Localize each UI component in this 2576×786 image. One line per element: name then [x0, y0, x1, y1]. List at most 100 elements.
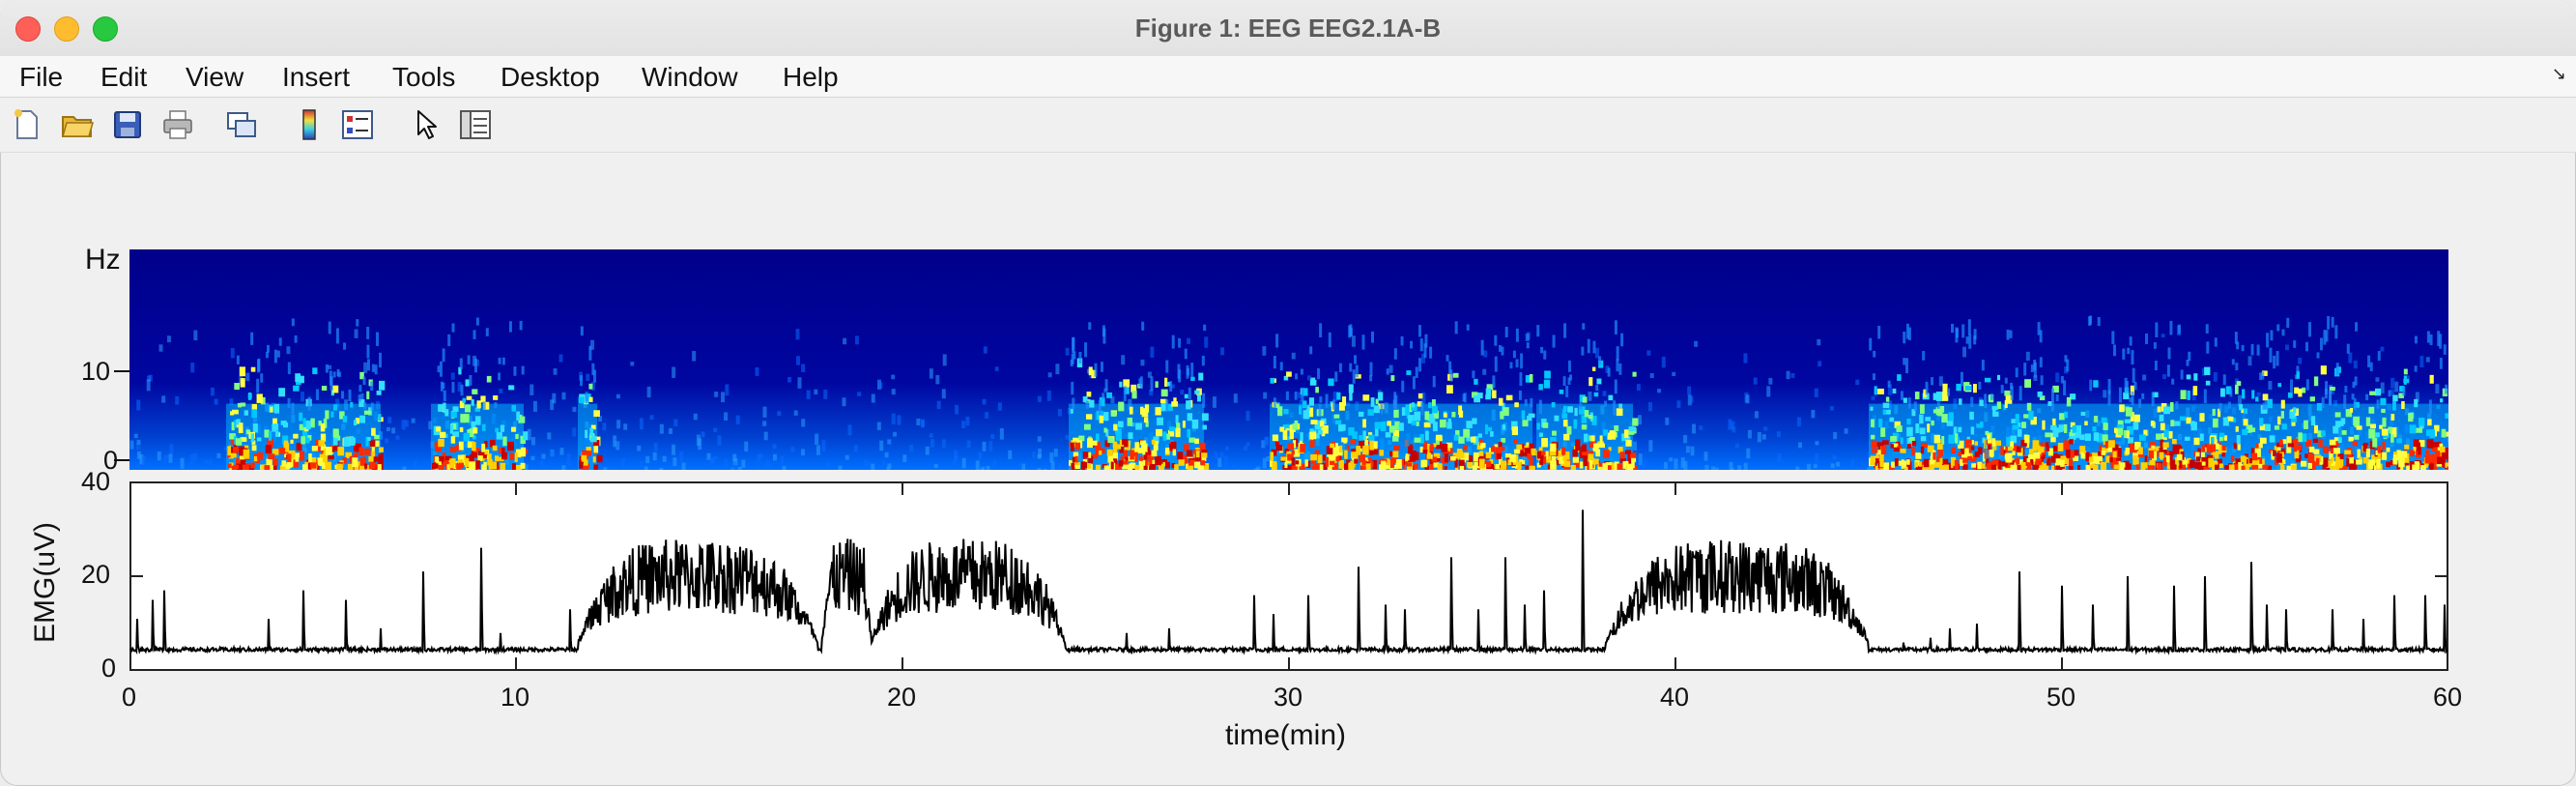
- spectrogram-power-cell: [1080, 461, 1085, 470]
- spectrogram-power-cell: [2029, 449, 2034, 454]
- spectrogram-power-cell: [1390, 375, 1395, 382]
- spectrogram-power-cell: [1976, 423, 1983, 428]
- spectrogram-power-cell: [2367, 355, 2371, 368]
- spectrogram-speckle: [1265, 436, 1270, 446]
- spectrogram-power-cell: [2333, 448, 2340, 454]
- spectrogram-speckle: [1731, 421, 1735, 429]
- spectrogram-power-cell: [1894, 458, 1899, 467]
- spectrogram-power-cell: [465, 379, 470, 387]
- spectrogram-speckle: [363, 362, 368, 374]
- colorbar-icon[interactable]: [292, 107, 327, 142]
- spectrogram-power-cell: [1328, 378, 1334, 387]
- spectrogram-speckle: [2103, 390, 2107, 398]
- print-icon[interactable]: [160, 107, 195, 142]
- spectrogram-power-cell: [498, 357, 501, 364]
- spectrogram-power-cell: [2134, 441, 2141, 451]
- pointer-icon[interactable]: [410, 107, 444, 142]
- spectrogram-speckle: [1050, 461, 1055, 470]
- spectrogram-power-cell: [2117, 448, 2122, 457]
- property-inspector-icon[interactable]: [458, 107, 493, 142]
- save-icon[interactable]: [110, 107, 145, 142]
- spectrogram-speckle: [1388, 364, 1393, 373]
- spectrogram-power-cell: [1511, 421, 1518, 431]
- spectrogram-power-cell: [1072, 397, 1075, 410]
- spectrogram-power-cell: [1567, 377, 1571, 386]
- spectrogram-speckle: [1420, 353, 1425, 364]
- spectrogram-power-cell: [1165, 461, 1170, 469]
- open-file-icon[interactable]: [60, 107, 95, 142]
- spectrogram-speckle: [1815, 441, 1819, 446]
- menu-view[interactable]: View: [186, 62, 244, 92]
- spectrogram-power-cell: [237, 402, 243, 408]
- spectrogram-power-cell: [1556, 450, 1562, 459]
- spectrogram-speckle: [1065, 434, 1070, 440]
- spectrogram-power-cell: [2266, 465, 2273, 470]
- spectrogram-power-cell: [1103, 427, 1107, 433]
- spectrogram-power-cell: [2266, 333, 2270, 348]
- window-title: Figure 1: EEG EEG2.1A-B: [1134, 14, 1442, 43]
- legend-icon[interactable]: [340, 107, 375, 142]
- spectrogram-power-cell: [1356, 446, 1361, 455]
- new-figure-icon[interactable]: [10, 107, 44, 142]
- spectrogram-power-cell: [1282, 430, 1288, 440]
- spectrogram-power-cell: [2037, 391, 2043, 397]
- spectrogram-power-cell: [2325, 330, 2329, 342]
- close-window-button[interactable]: [15, 16, 41, 42]
- spectrogram-power-cell: [2339, 421, 2344, 426]
- spectrogram-power-cell: [1478, 458, 1485, 469]
- spectrogram-speckle: [1332, 392, 1337, 402]
- link-axes-icon[interactable]: [224, 107, 259, 142]
- spectrogram-speckle: [550, 451, 555, 457]
- spectrogram-power-cell: [1292, 422, 1299, 430]
- spectrogram-power-cell: [332, 371, 336, 378]
- spectrogram-speckle: [681, 462, 686, 470]
- spectrogram-speckle: [979, 468, 984, 470]
- spectrogram-power-cell: [1322, 462, 1328, 470]
- spectrogram-speckle: [1807, 463, 1812, 470]
- spectrogram-speckle: [756, 464, 760, 470]
- spectrogram-speckle: [1818, 361, 1822, 367]
- menu-window[interactable]: Window: [642, 62, 738, 92]
- spectrogram-power-cell: [2416, 462, 2420, 469]
- spectrogram-power-cell: [352, 437, 356, 446]
- minimize-window-button[interactable]: [54, 16, 79, 42]
- spectrogram-power-cell: [294, 452, 300, 458]
- spectrogram-power-cell: [2431, 446, 2438, 451]
- spectrogram-speckle: [1704, 464, 1709, 470]
- spectrogram-power-cell: [1970, 426, 1975, 435]
- spectrogram-power-cell: [469, 374, 472, 386]
- spectrogram-power-cell: [1938, 405, 1945, 413]
- menu-insert[interactable]: Insert: [282, 62, 351, 92]
- spectrogram-power-cell: [238, 426, 243, 434]
- spectrogram-speckle: [1832, 454, 1837, 460]
- menu-help[interactable]: Help: [783, 62, 839, 92]
- spectrogram-power-cell: [1314, 450, 1320, 460]
- spectrogram-power-cell: [475, 416, 481, 425]
- title-bar[interactable]: Figure 1: EEG EEG2.1A-B: [0, 0, 2576, 57]
- spectrogram-power-cell: [2333, 425, 2339, 434]
- spectrogram-power-cell: [366, 344, 370, 359]
- spectrogram-power-cell: [1904, 358, 1908, 374]
- menu-edit[interactable]: Edit: [100, 62, 148, 92]
- maximize-window-button[interactable]: [93, 16, 118, 42]
- spectrogram-speckle: [1768, 377, 1773, 385]
- spectrogram-power-cell: [2343, 394, 2347, 409]
- menu-desktop[interactable]: Desktop: [501, 62, 600, 92]
- spectrogram-power-cell: [358, 447, 363, 456]
- spectrogram-power-cell: [2329, 451, 2333, 460]
- spectrogram-power-cell: [2017, 446, 2021, 452]
- menu-file[interactable]: File: [19, 62, 64, 92]
- spectrogram-power-cell: [2140, 462, 2146, 470]
- spectrogram-power-cell: [2304, 420, 2308, 430]
- spectrogram-speckle: [930, 468, 935, 470]
- spectrogram-speckle: [929, 368, 933, 379]
- spectrogram-power-cell: [1379, 464, 1383, 470]
- menu-tools[interactable]: Tools: [392, 62, 456, 92]
- undock-icon[interactable]: ↘: [2551, 64, 2566, 83]
- spectrogram-power-cell: [2091, 452, 2098, 459]
- spectrogram-power-cell: [2119, 404, 2125, 413]
- spectrogram-power-cell: [266, 458, 272, 466]
- spectrogram-power-cell: [2023, 414, 2029, 419]
- spectrogram-speckle: [857, 392, 862, 396]
- spectrogram-power-cell: [1078, 435, 1085, 442]
